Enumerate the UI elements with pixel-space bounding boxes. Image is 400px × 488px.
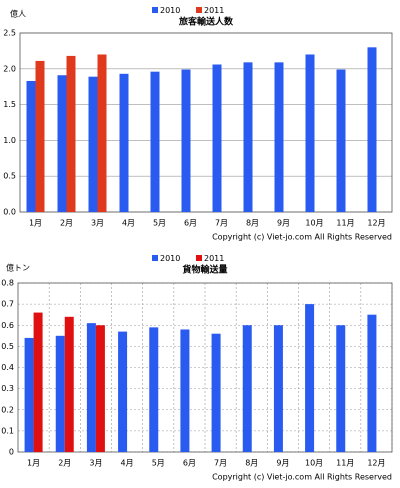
y-tick-label: 0.3 bbox=[1, 384, 14, 393]
x-tick-label: 2月 bbox=[60, 219, 73, 228]
legend-label: 2011 bbox=[204, 6, 224, 15]
legend-label: 2011 bbox=[204, 254, 224, 263]
x-tick-label: 1月 bbox=[29, 219, 42, 228]
x-tick-label: 12月 bbox=[367, 459, 385, 468]
x-tick-label: 5月 bbox=[152, 459, 165, 468]
x-tick-label: 8月 bbox=[246, 219, 259, 228]
copyright: Copyright (c) Viet-jo.com All Rights Res… bbox=[212, 473, 392, 482]
bar bbox=[242, 325, 252, 452]
legend-label: 2010 bbox=[160, 254, 180, 263]
x-tick-label: 6月 bbox=[183, 459, 196, 468]
y-tick-label: 0.6 bbox=[1, 321, 14, 330]
x-tick-label: 8月 bbox=[245, 459, 258, 468]
legend-label: 2010 bbox=[160, 6, 180, 15]
bar bbox=[66, 55, 76, 212]
bar bbox=[118, 331, 128, 452]
bar bbox=[243, 62, 253, 212]
bar bbox=[274, 62, 284, 212]
bar bbox=[88, 76, 98, 213]
y-tick-label: 2.5 bbox=[3, 29, 16, 38]
legend-swatch bbox=[152, 255, 158, 261]
x-tick-label: 10月 bbox=[305, 219, 323, 228]
y-tick-label: 0.2 bbox=[1, 405, 14, 414]
y-tick-label: 1.0 bbox=[3, 136, 16, 145]
y-tick-label: 1.5 bbox=[3, 100, 16, 109]
chart-title: 旅客輸送人数 bbox=[179, 16, 234, 28]
x-tick-label: 7月 bbox=[215, 219, 228, 228]
bar bbox=[273, 325, 283, 452]
y-tick-label: 0.5 bbox=[3, 172, 16, 181]
x-tick-label: 3月 bbox=[89, 459, 102, 468]
x-tick-label: 11月 bbox=[336, 219, 354, 228]
bar bbox=[305, 54, 315, 213]
bar bbox=[55, 335, 65, 452]
y-unit: 億トン bbox=[6, 263, 30, 273]
plot-frame bbox=[19, 32, 393, 213]
y-tick-label: 0.4 bbox=[1, 363, 14, 372]
x-tick-label: 1月 bbox=[27, 459, 40, 468]
legend-swatch bbox=[196, 255, 202, 261]
bar bbox=[150, 71, 160, 212]
x-tick-label: 7月 bbox=[214, 459, 227, 468]
bar bbox=[336, 325, 346, 452]
legend-swatch bbox=[196, 7, 202, 13]
bar bbox=[149, 327, 159, 452]
bar bbox=[64, 316, 74, 452]
bar bbox=[336, 69, 346, 213]
y-tick-label: 0 bbox=[9, 448, 14, 457]
plot-frame bbox=[17, 282, 393, 453]
bar bbox=[33, 312, 43, 452]
bar bbox=[86, 323, 96, 452]
x-tick-label: 4月 bbox=[121, 459, 134, 468]
bar bbox=[211, 333, 221, 452]
bar bbox=[57, 75, 67, 212]
y-unit: 億人 bbox=[10, 9, 26, 19]
x-tick-label: 4月 bbox=[122, 219, 135, 228]
x-tick-label: 2月 bbox=[58, 459, 71, 468]
legend-swatch bbox=[152, 7, 158, 13]
bar bbox=[119, 73, 129, 212]
bar bbox=[24, 337, 34, 452]
x-tick-label: 3月 bbox=[91, 219, 104, 228]
bar bbox=[367, 314, 377, 452]
bar bbox=[367, 47, 377, 212]
x-tick-label: 5月 bbox=[153, 219, 166, 228]
y-tick-label: 0.8 bbox=[1, 279, 14, 288]
y-tick-label: 0.0 bbox=[3, 208, 16, 217]
y-tick-label: 0.7 bbox=[1, 300, 14, 309]
bar bbox=[305, 304, 315, 452]
x-tick-label: 9月 bbox=[276, 459, 289, 468]
chart-title: 貨物輸送量 bbox=[182, 264, 227, 276]
x-tick-label: 12月 bbox=[367, 219, 385, 228]
bar bbox=[212, 64, 222, 212]
y-tick-label: 0.5 bbox=[1, 342, 14, 351]
bar bbox=[35, 60, 45, 213]
bar bbox=[180, 329, 190, 452]
y-tick-label: 0.1 bbox=[1, 426, 14, 435]
x-tick-label: 11月 bbox=[336, 459, 354, 468]
y-tick-label: 2.0 bbox=[3, 64, 16, 73]
bar bbox=[181, 69, 191, 213]
x-tick-label: 10月 bbox=[305, 459, 323, 468]
bar bbox=[97, 54, 107, 213]
x-tick-label: 6月 bbox=[184, 219, 197, 228]
bar bbox=[26, 80, 36, 212]
bar bbox=[95, 325, 105, 452]
x-tick-label: 9月 bbox=[277, 219, 290, 228]
copyright: Copyright (c) Viet-jo.com All Rights Res… bbox=[212, 233, 392, 242]
